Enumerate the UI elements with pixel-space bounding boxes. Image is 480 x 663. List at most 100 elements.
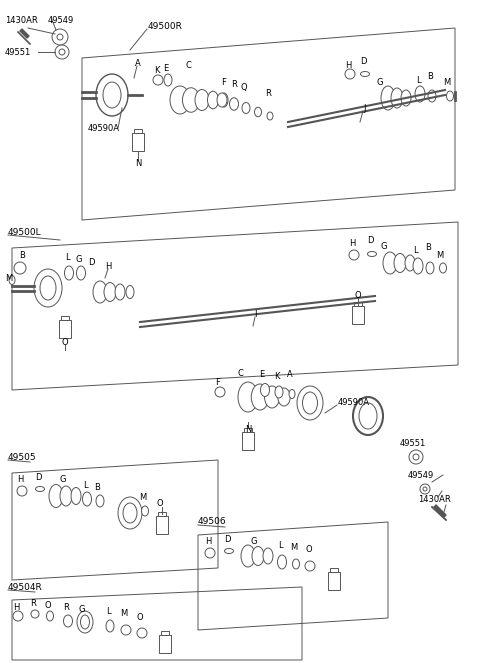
Ellipse shape bbox=[267, 112, 273, 120]
Text: H: H bbox=[345, 60, 351, 70]
Text: N: N bbox=[245, 426, 251, 434]
Ellipse shape bbox=[118, 497, 142, 529]
Text: M: M bbox=[444, 78, 451, 86]
Text: 49549: 49549 bbox=[48, 15, 74, 25]
Text: Q: Q bbox=[240, 82, 247, 91]
Ellipse shape bbox=[428, 90, 436, 102]
Text: H: H bbox=[13, 603, 19, 611]
Circle shape bbox=[420, 484, 430, 494]
Ellipse shape bbox=[297, 386, 323, 420]
Text: R: R bbox=[63, 603, 69, 613]
Text: H: H bbox=[105, 261, 111, 271]
Ellipse shape bbox=[225, 548, 233, 554]
Circle shape bbox=[423, 487, 427, 491]
Text: D: D bbox=[367, 235, 373, 245]
Ellipse shape bbox=[63, 615, 72, 627]
Bar bbox=[61, 316, 69, 320]
Circle shape bbox=[409, 450, 423, 464]
Ellipse shape bbox=[126, 286, 134, 298]
Ellipse shape bbox=[182, 88, 200, 112]
Text: R: R bbox=[231, 80, 237, 88]
Bar bbox=[156, 516, 168, 534]
Text: 1430AR: 1430AR bbox=[418, 495, 451, 505]
Text: C: C bbox=[237, 369, 243, 377]
Ellipse shape bbox=[292, 559, 300, 569]
Ellipse shape bbox=[383, 252, 397, 274]
Text: L: L bbox=[65, 253, 69, 261]
Ellipse shape bbox=[277, 555, 287, 569]
Text: B: B bbox=[94, 483, 100, 491]
Ellipse shape bbox=[368, 251, 376, 257]
Ellipse shape bbox=[440, 263, 446, 273]
Text: D: D bbox=[35, 473, 41, 481]
Text: 49505: 49505 bbox=[8, 453, 36, 461]
Ellipse shape bbox=[49, 485, 63, 507]
Text: O: O bbox=[156, 499, 163, 509]
Bar bbox=[242, 432, 254, 450]
Ellipse shape bbox=[123, 503, 137, 523]
Bar bbox=[159, 635, 171, 653]
Text: B: B bbox=[427, 72, 433, 80]
Ellipse shape bbox=[77, 611, 93, 633]
Ellipse shape bbox=[81, 615, 89, 629]
Text: D: D bbox=[88, 257, 94, 267]
Text: K: K bbox=[154, 66, 160, 74]
Text: 1430AR: 1430AR bbox=[5, 15, 38, 25]
Ellipse shape bbox=[207, 91, 218, 109]
Ellipse shape bbox=[40, 276, 56, 300]
Ellipse shape bbox=[446, 91, 454, 101]
Ellipse shape bbox=[76, 266, 85, 280]
Ellipse shape bbox=[353, 397, 383, 435]
Text: M: M bbox=[120, 609, 128, 619]
Ellipse shape bbox=[34, 269, 62, 307]
Bar bbox=[132, 133, 144, 151]
Text: G: G bbox=[76, 255, 82, 263]
Circle shape bbox=[31, 610, 39, 618]
Text: 49506: 49506 bbox=[198, 518, 227, 526]
Circle shape bbox=[52, 29, 68, 45]
Text: L: L bbox=[106, 607, 110, 617]
Ellipse shape bbox=[83, 492, 92, 506]
Circle shape bbox=[59, 49, 65, 55]
Ellipse shape bbox=[394, 253, 406, 272]
Ellipse shape bbox=[195, 90, 209, 111]
Ellipse shape bbox=[405, 255, 415, 271]
Bar bbox=[354, 302, 362, 306]
Circle shape bbox=[205, 548, 215, 558]
Text: G: G bbox=[251, 538, 257, 546]
Text: D: D bbox=[224, 534, 230, 544]
Ellipse shape bbox=[142, 506, 148, 516]
Ellipse shape bbox=[278, 388, 290, 406]
Ellipse shape bbox=[106, 620, 114, 632]
Circle shape bbox=[17, 486, 27, 496]
Text: 49590A: 49590A bbox=[338, 398, 370, 406]
Ellipse shape bbox=[251, 384, 269, 410]
Ellipse shape bbox=[415, 86, 425, 102]
Bar bbox=[59, 320, 71, 338]
Ellipse shape bbox=[217, 93, 227, 107]
Text: O: O bbox=[62, 337, 68, 347]
Ellipse shape bbox=[359, 403, 377, 429]
Ellipse shape bbox=[401, 90, 411, 106]
Ellipse shape bbox=[252, 546, 264, 566]
Text: M: M bbox=[436, 251, 444, 259]
Text: 49500R: 49500R bbox=[148, 21, 183, 30]
Text: L: L bbox=[83, 481, 87, 489]
Ellipse shape bbox=[104, 282, 116, 302]
Circle shape bbox=[55, 45, 69, 59]
Ellipse shape bbox=[381, 86, 395, 110]
Text: O: O bbox=[306, 544, 312, 554]
Circle shape bbox=[14, 262, 26, 274]
Text: G: G bbox=[377, 78, 383, 86]
Ellipse shape bbox=[241, 545, 255, 567]
Ellipse shape bbox=[261, 383, 269, 396]
Text: A: A bbox=[287, 369, 293, 379]
Text: 49590A: 49590A bbox=[88, 123, 120, 133]
Circle shape bbox=[57, 34, 63, 40]
Ellipse shape bbox=[275, 386, 283, 398]
Ellipse shape bbox=[413, 258, 423, 274]
Ellipse shape bbox=[360, 72, 370, 76]
Text: 49549: 49549 bbox=[408, 471, 434, 481]
Text: F: F bbox=[216, 377, 220, 387]
Ellipse shape bbox=[264, 386, 279, 408]
